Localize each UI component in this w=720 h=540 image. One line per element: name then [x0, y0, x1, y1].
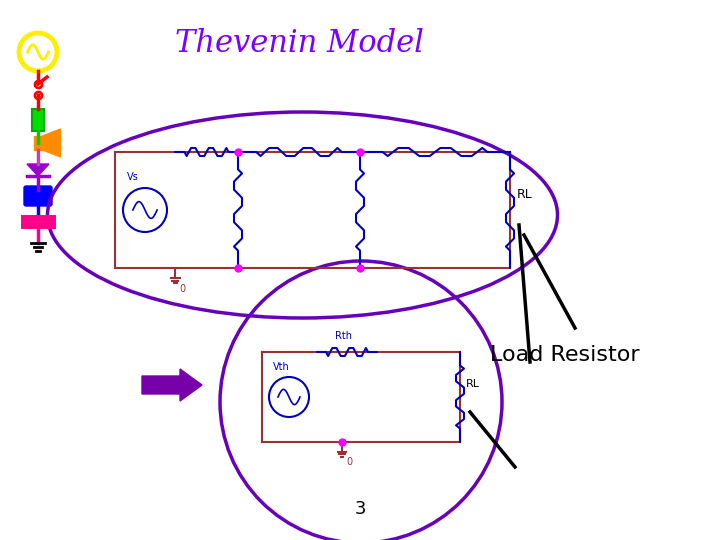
- Text: 3: 3: [354, 500, 366, 518]
- Bar: [34, 136, 42, 150]
- Bar: [32, 109, 44, 131]
- Text: Load Resistor: Load Resistor: [490, 345, 639, 365]
- Text: RL: RL: [517, 188, 533, 201]
- Polygon shape: [42, 129, 60, 157]
- Text: Vs: Vs: [127, 172, 139, 182]
- FancyBboxPatch shape: [24, 186, 52, 206]
- Polygon shape: [142, 369, 202, 401]
- Text: Vth: Vth: [273, 362, 289, 372]
- Text: 0: 0: [346, 457, 352, 467]
- Polygon shape: [27, 164, 49, 176]
- Text: 0: 0: [179, 284, 185, 294]
- Text: RL: RL: [466, 379, 480, 389]
- Text: Thevenin Model: Thevenin Model: [175, 28, 424, 59]
- Text: Rth: Rth: [335, 331, 352, 341]
